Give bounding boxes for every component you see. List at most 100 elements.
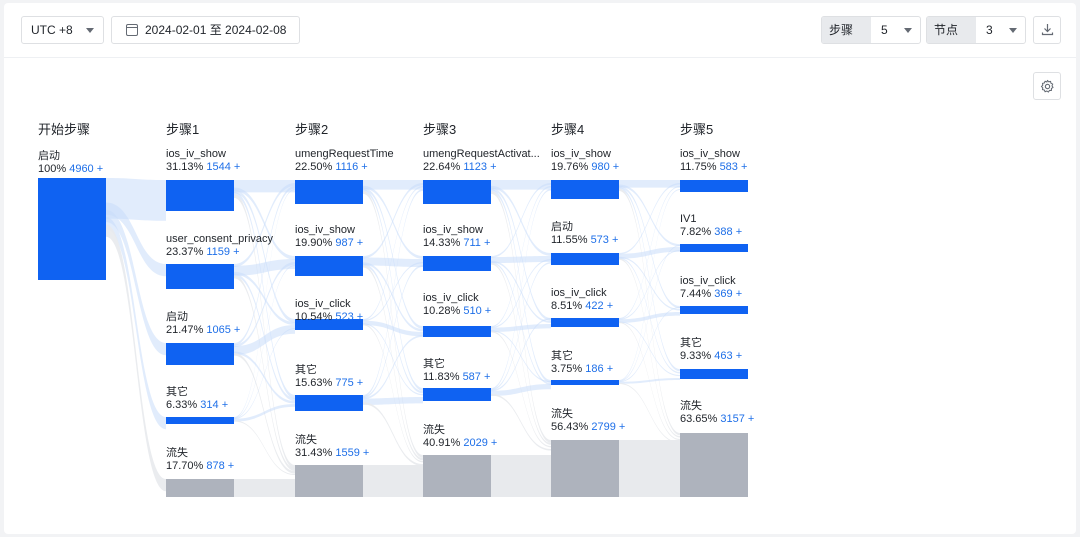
chart-settings-button[interactable] xyxy=(1033,72,1061,100)
lost-node-bar[interactable] xyxy=(551,440,619,497)
expand-node-button[interactable]: + xyxy=(356,377,364,389)
step-node-bar[interactable] xyxy=(295,395,363,411)
expand-node-button[interactable]: + xyxy=(747,413,755,425)
node-count-link[interactable]: 510 xyxy=(463,305,482,317)
expand-node-button[interactable]: + xyxy=(362,447,370,459)
expand-node-button[interactable]: + xyxy=(356,311,364,323)
step-node-bar[interactable] xyxy=(423,388,491,401)
node-count-link[interactable]: 878 xyxy=(206,460,225,472)
expand-node-button[interactable]: + xyxy=(735,288,743,300)
node-count-link[interactable]: 583 xyxy=(719,161,738,173)
step-node-bar[interactable] xyxy=(680,369,748,379)
node-count-link[interactable]: 186 xyxy=(585,363,604,375)
node-stats: 11.55% 573 + xyxy=(551,234,618,247)
expand-node-button[interactable]: + xyxy=(227,460,235,472)
lost-node-bar[interactable] xyxy=(295,465,363,497)
step-node-bar[interactable] xyxy=(551,318,619,327)
steps-count-value-box[interactable]: 5 xyxy=(871,17,920,43)
node-count-link[interactable]: 775 xyxy=(335,377,354,389)
node-count-link[interactable]: 711 xyxy=(463,237,481,249)
node-count-link[interactable]: 463 xyxy=(714,350,733,362)
expand-node-button[interactable]: + xyxy=(484,305,492,317)
chevron-down-icon xyxy=(904,28,912,33)
node-count-link[interactable]: 1559 xyxy=(335,447,360,459)
expand-node-button[interactable]: + xyxy=(96,163,104,175)
lost-node-bar[interactable] xyxy=(423,455,491,497)
node-count-link[interactable]: 2029 xyxy=(463,437,488,449)
expand-node-button[interactable]: + xyxy=(490,437,498,449)
expand-node-button[interactable]: + xyxy=(740,161,748,173)
expand-node-button[interactable]: + xyxy=(233,161,241,173)
date-range-picker[interactable]: 2024-02-01 至 2024-02-08 xyxy=(111,16,300,44)
timezone-select[interactable]: UTC +8 xyxy=(21,16,104,44)
expand-node-button[interactable]: + xyxy=(361,161,368,173)
node-count-link[interactable]: 1116 xyxy=(335,161,359,173)
nodes-count-select[interactable]: 节点数 3 xyxy=(926,16,1026,44)
step-node-bar[interactable] xyxy=(38,178,106,280)
step-node-bar[interactable] xyxy=(680,244,748,252)
transition-flow-band xyxy=(363,324,423,463)
step-node-bar[interactable] xyxy=(680,306,748,314)
lost-node-bar[interactable] xyxy=(166,479,234,497)
lost-flow-band xyxy=(619,440,680,497)
transition-flow-band xyxy=(363,183,423,259)
step-node-bar[interactable] xyxy=(551,380,619,385)
node-count-link[interactable]: 1123 xyxy=(463,161,488,173)
expand-node-button[interactable]: + xyxy=(233,246,240,258)
step-node-bar[interactable] xyxy=(166,417,234,424)
node-count-link[interactable]: 587 xyxy=(462,371,481,383)
step-node-bar[interactable] xyxy=(166,180,234,211)
step-node-bar[interactable] xyxy=(423,256,491,271)
step-node-bar[interactable] xyxy=(295,256,363,276)
expand-node-button[interactable]: + xyxy=(735,226,743,238)
steps-count-select[interactable]: 步骤数 5 xyxy=(821,16,921,44)
node-stats: 23.37% 1159 + xyxy=(166,246,273,259)
step-node-bar[interactable] xyxy=(551,180,619,199)
step-node-label: 流失 40.91% 2029 + xyxy=(423,424,497,450)
expand-node-button[interactable]: + xyxy=(233,324,241,336)
step-node-bar[interactable] xyxy=(423,180,491,204)
expand-node-button[interactable]: + xyxy=(356,237,364,249)
node-count-link[interactable]: 1159 xyxy=(206,246,231,258)
expand-node-button[interactable]: + xyxy=(612,161,620,173)
node-count-link[interactable]: 314 xyxy=(200,399,219,411)
expand-node-button[interactable]: + xyxy=(221,399,229,411)
step-node-bar[interactable] xyxy=(295,319,363,330)
node-count-link[interactable]: 369 xyxy=(714,288,733,300)
node-percent: 22.64% xyxy=(423,161,461,173)
step-node-bar[interactable] xyxy=(166,343,234,365)
expand-node-button[interactable]: + xyxy=(606,363,614,375)
step-node-bar[interactable] xyxy=(423,326,491,337)
expand-node-button[interactable]: + xyxy=(490,161,497,173)
node-count-link[interactable]: 573 xyxy=(590,234,609,246)
node-count-link[interactable]: 987 xyxy=(335,237,354,249)
step-node-bar[interactable] xyxy=(551,253,619,265)
toolbar: UTC +8 2024-02-01 至 2024-02-08 步骤数 5 节点数… xyxy=(4,3,1076,58)
expand-node-button[interactable]: + xyxy=(483,371,491,383)
expand-node-button[interactable]: + xyxy=(611,234,619,246)
node-count-link[interactable]: 523 xyxy=(335,311,354,323)
expand-node-button[interactable]: + xyxy=(483,237,491,249)
steps-count-label: 步骤数 xyxy=(822,17,872,43)
node-count-link[interactable]: 388 xyxy=(714,226,733,238)
nodes-count-value-box[interactable]: 3 xyxy=(976,17,1025,43)
node-count-link[interactable]: 980 xyxy=(591,161,610,173)
step-node-bar[interactable] xyxy=(295,180,363,204)
expand-node-button[interactable]: + xyxy=(618,421,626,433)
transition-flow-band xyxy=(619,183,680,255)
node-count-link[interactable]: 422 xyxy=(585,300,604,312)
lost-node-bar[interactable] xyxy=(680,433,748,497)
node-count-link[interactable]: 1065 xyxy=(206,324,231,336)
expand-node-button[interactable]: + xyxy=(735,350,743,362)
node-count-link[interactable]: 2799 xyxy=(591,421,616,433)
node-count-link[interactable]: 3157 xyxy=(720,413,745,425)
expand-node-button[interactable]: + xyxy=(606,300,614,312)
step-column-title: 开始步骤 xyxy=(38,122,91,137)
transition-flow-band xyxy=(491,189,551,390)
node-count-link[interactable]: 1544 xyxy=(206,161,231,173)
download-button[interactable] xyxy=(1033,16,1061,44)
step-node-bar[interactable] xyxy=(680,180,748,192)
step-node-bar[interactable] xyxy=(166,264,234,289)
node-count-link[interactable]: 4960 xyxy=(69,163,94,175)
node-stats: 31.43% 1559 + xyxy=(295,447,369,460)
